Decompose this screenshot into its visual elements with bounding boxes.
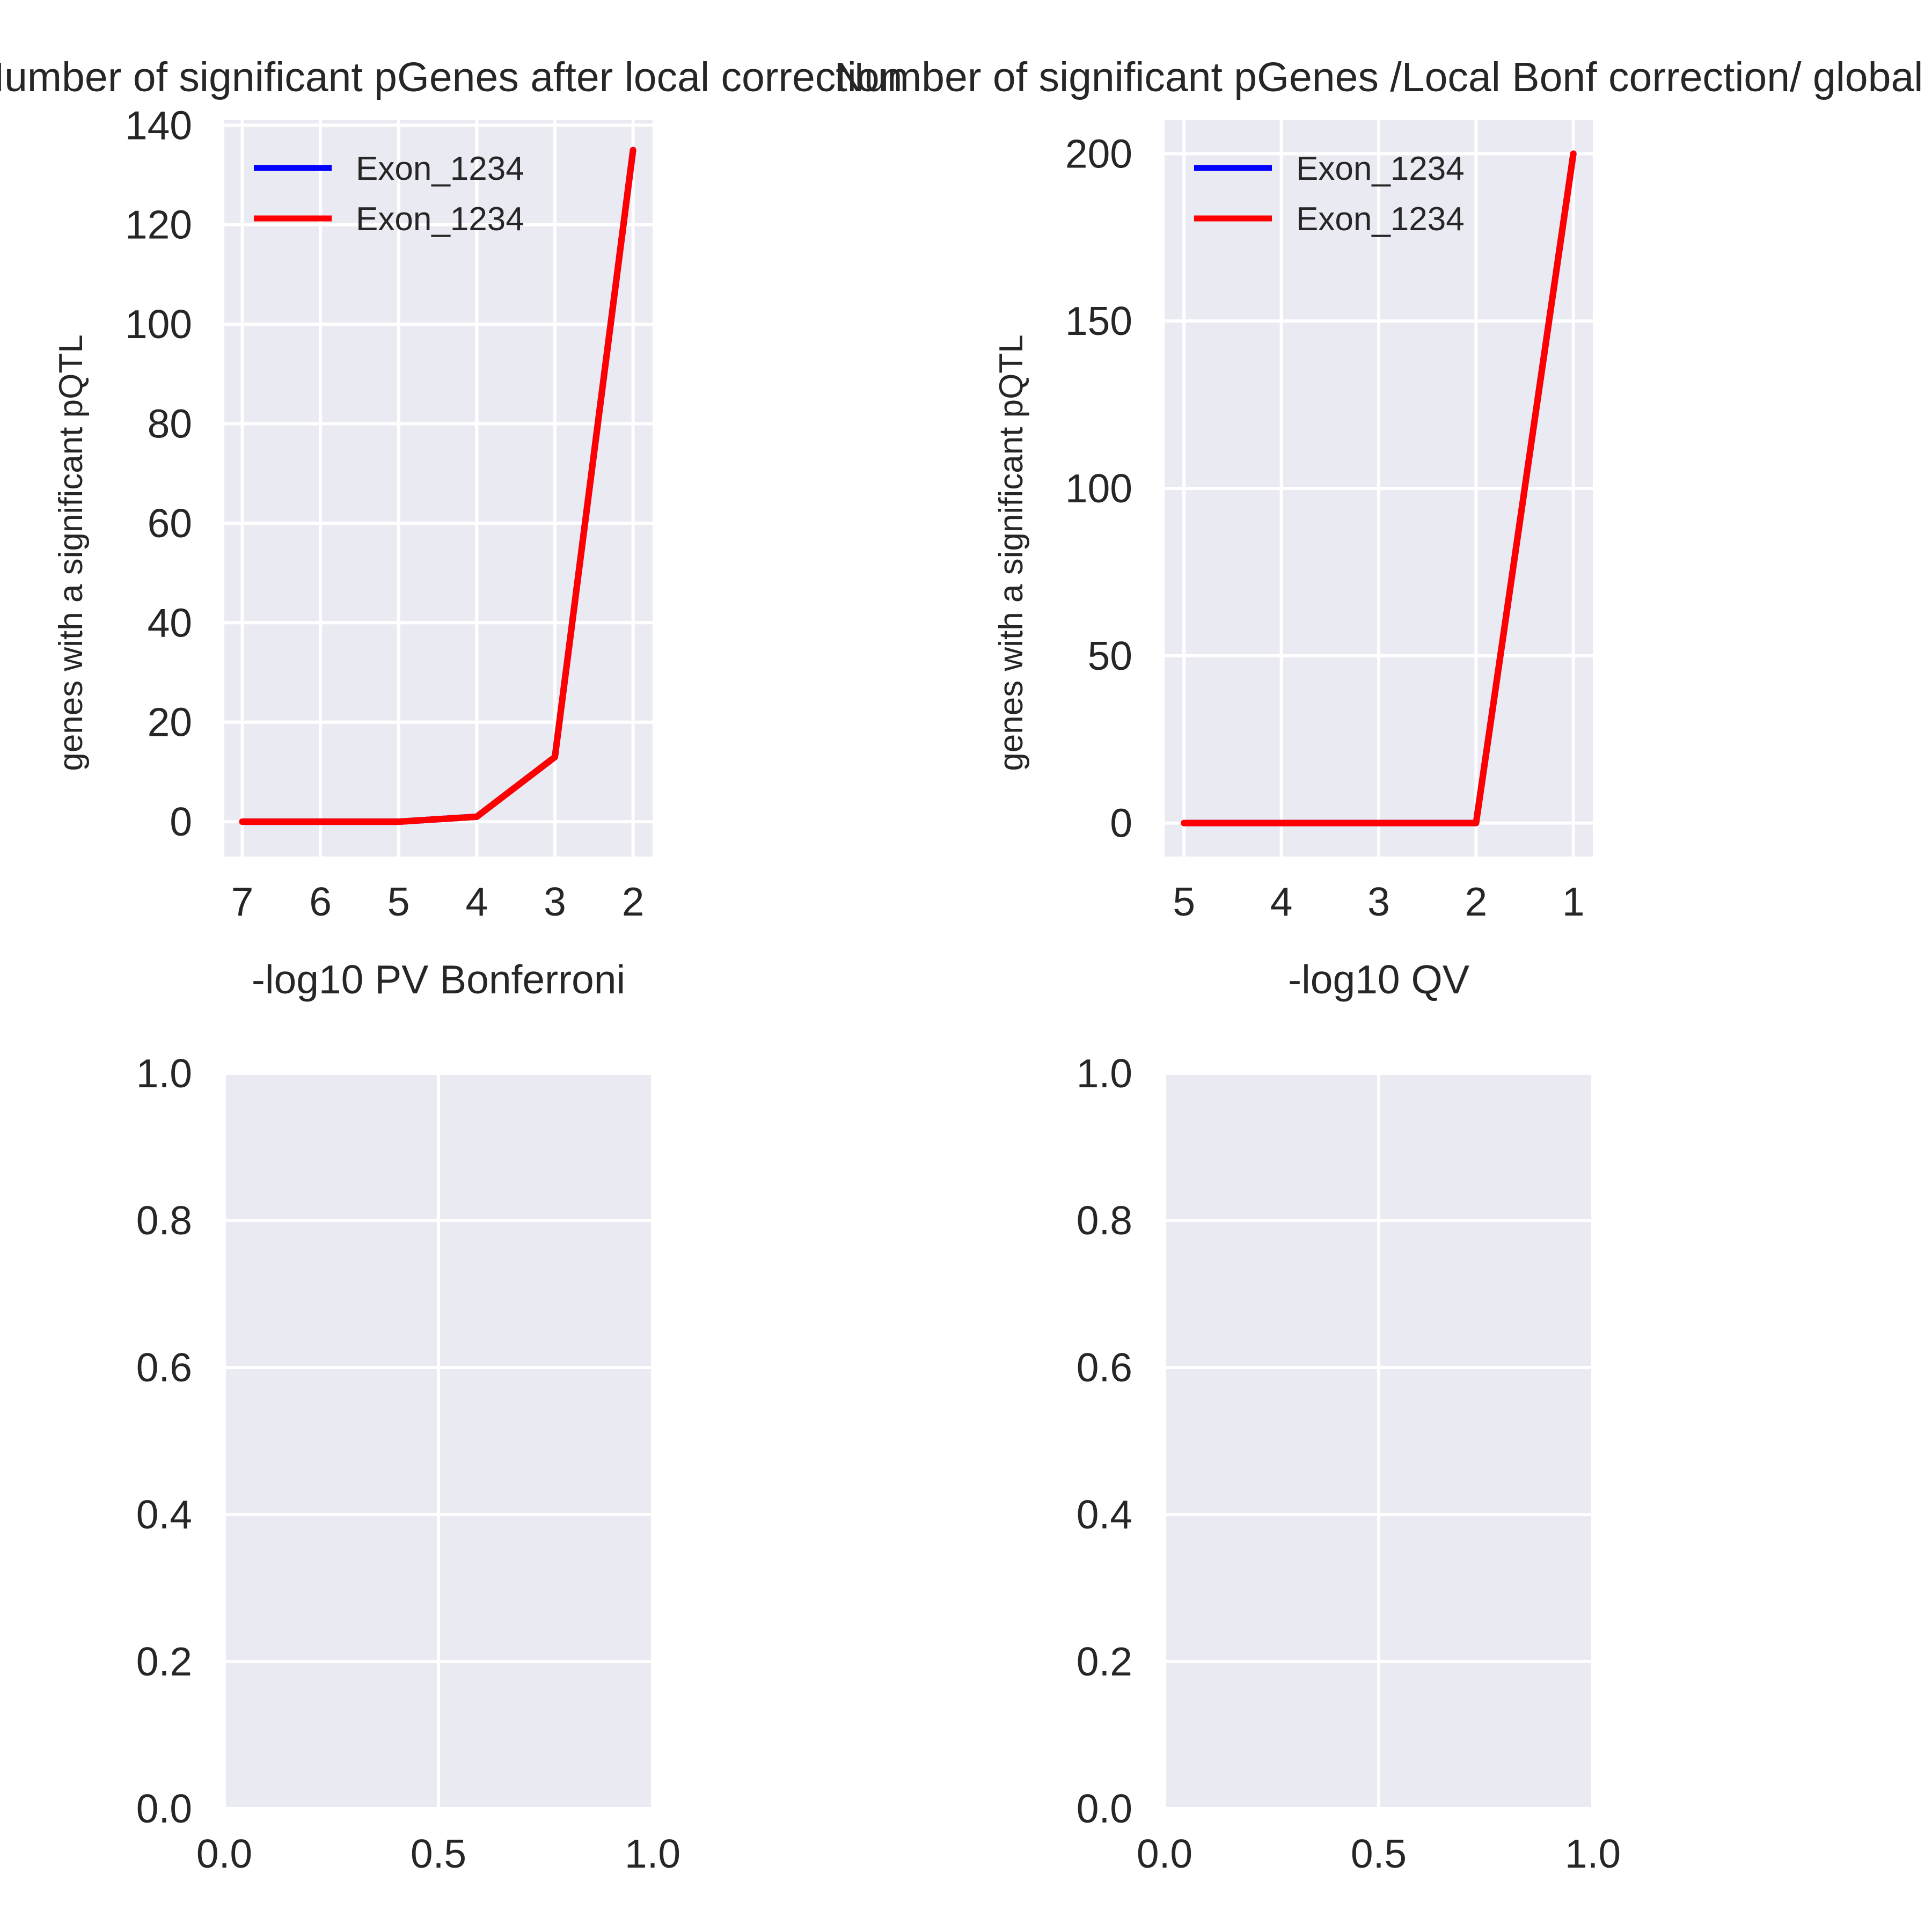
y-tick-label: 0.4	[136, 1492, 192, 1537]
y-tick-label: 1.0	[136, 1051, 192, 1096]
legend-label-2: Exon_1234	[356, 201, 524, 238]
y-tick-label: 120	[125, 202, 192, 247]
x-tick-label: 3	[544, 879, 566, 924]
x-tick-label: 0.5	[1351, 1831, 1407, 1876]
legend-label-1: Exon_1234	[1296, 150, 1465, 187]
y-tick-label: 0.2	[1077, 1639, 1132, 1684]
x-tick-label: 1.0	[1565, 1831, 1621, 1876]
chart-panel-4: 0.0 0.5 1.0 0.0 0.2 0.4 0.6 0.8 1.0	[1077, 1051, 1621, 1876]
x-tick-label: 0.0	[1137, 1831, 1192, 1876]
chart-panel-2: 5 4 3 2 1 0 50 100 150 200 -log10 QV genes with a s…	[835, 54, 1923, 1002]
y-tick-label: 140	[125, 103, 192, 148]
x-tick-label: 2	[622, 879, 645, 924]
y-tick-label: 50	[1088, 633, 1132, 678]
legend: Exon_1234 Exon_1234	[254, 150, 524, 238]
y-tick-label: 100	[1065, 466, 1132, 511]
y-tick-label: 0.4	[1077, 1492, 1132, 1537]
y-tick-label: 1.0	[1077, 1051, 1132, 1096]
y-tick-label: 150	[1065, 298, 1132, 343]
y-axis-label: genes with a significant pQTL	[53, 334, 90, 771]
y-tick-label: 60	[148, 501, 192, 546]
x-tick-label: 6	[309, 879, 332, 924]
chart-title: Number of significant pGenes /Local Bonf…	[835, 54, 1923, 100]
y-tick-label: 200	[1065, 131, 1132, 176]
x-tick-label: 5	[1173, 879, 1195, 924]
y-tick-label: 0.0	[136, 1786, 192, 1831]
y-tick-label: 0.8	[136, 1198, 192, 1243]
plot-background	[224, 120, 653, 857]
x-tick-label: 5	[387, 879, 410, 924]
y-tick-label: 0.0	[1077, 1786, 1132, 1831]
x-axis-label: -log10 PV Bonferroni	[252, 957, 625, 1002]
y-axis-label: genes with a significant pQTL	[993, 334, 1030, 771]
y-tick-label: 80	[148, 401, 192, 446]
x-tick-label: 7	[231, 879, 254, 924]
chart-title: Number of significant pGenes after local…	[0, 54, 903, 100]
x-tick-label: 2	[1465, 879, 1488, 924]
x-axis-label: -log10 QV	[1288, 957, 1469, 1002]
x-tick-label: 1.0	[625, 1831, 680, 1876]
y-tick-label: 0.6	[1077, 1345, 1132, 1390]
legend: Exon_1234 Exon_1234	[1194, 150, 1465, 238]
series-line-2	[239, 147, 636, 825]
chart-panel-3: 0.0 0.5 1.0 0.0 0.2 0.4 0.6 0.8 1.0	[136, 1051, 680, 1876]
y-tick-label: 100	[125, 302, 192, 347]
y-tick-label: 40	[148, 600, 192, 645]
x-tick-label: 0.0	[196, 1831, 252, 1876]
y-tick-label: 20	[148, 700, 192, 745]
x-tick-label: 4	[1270, 879, 1293, 924]
y-tick-label: 0.6	[136, 1345, 192, 1390]
x-tick-label: 3	[1367, 879, 1390, 924]
legend-label-1: Exon_1234	[356, 150, 524, 187]
x-tick-label: 4	[465, 879, 488, 924]
y-tick-label: 0.2	[136, 1639, 192, 1684]
y-tick-label: 0.8	[1077, 1198, 1132, 1243]
y-tick-label: 0	[1110, 801, 1132, 846]
x-tick-label: 1	[1562, 879, 1585, 924]
y-tick-label: 0	[170, 799, 192, 844]
x-tick-label: 0.5	[411, 1831, 466, 1876]
legend-label-2: Exon_1234	[1296, 201, 1465, 238]
